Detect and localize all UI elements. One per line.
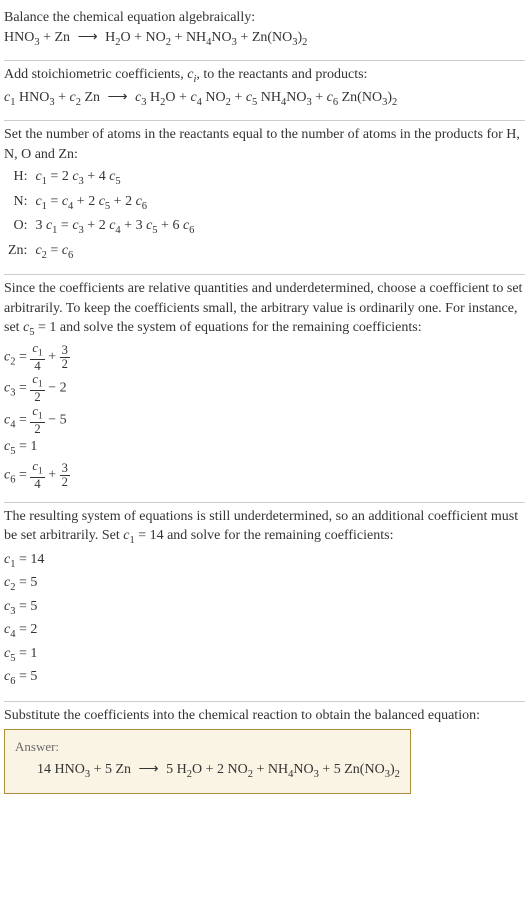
fraction: c12 bbox=[30, 373, 44, 404]
intro-line: Balance the chemical equation algebraica… bbox=[4, 8, 525, 28]
eq-term: NO bbox=[286, 90, 306, 105]
coef-line: c3 = c12 − 2 bbox=[4, 373, 525, 404]
element-eq: c1 = c4 + 2 c5 + 2 c6 bbox=[31, 191, 198, 215]
eq-plus: + bbox=[171, 30, 186, 45]
element-eq: c2 = c6 bbox=[31, 240, 198, 264]
eq-sub: 2 bbox=[302, 36, 307, 47]
table-row: Zn: c2 = c6 bbox=[4, 240, 198, 264]
section-atoms: Set the number of atoms in the reactants… bbox=[4, 121, 525, 274]
fraction: 32 bbox=[60, 462, 70, 488]
eq-term: Zn(NO bbox=[252, 30, 292, 45]
atoms-line: Set the number of atoms in the reactants… bbox=[4, 125, 525, 164]
atom-table: H: c1 = 2 c3 + 4 c5 N: c1 = c4 + 2 c5 + … bbox=[4, 166, 198, 264]
element-label: N: bbox=[4, 191, 31, 215]
eq-term: HNO bbox=[4, 30, 34, 45]
eq-term: NO bbox=[202, 90, 226, 105]
stoich-equation: c1 HNO3 + c2 Zn ⟶ c3 H2O + c4 NO2 + c5 N… bbox=[4, 88, 525, 110]
eq-term: NO bbox=[146, 30, 166, 45]
eq-plus: + bbox=[231, 90, 246, 105]
element-eq: 3 c1 = c3 + 2 c4 + 3 c5 + 6 c6 bbox=[31, 215, 198, 239]
section-intro: Balance the chemical equation algebraica… bbox=[4, 4, 525, 60]
coef-line: c4 = c12 − 5 bbox=[4, 405, 525, 436]
fraction: c14 bbox=[30, 460, 44, 491]
substitute-text: Substitute the coefficients into the che… bbox=[4, 706, 525, 726]
coef-line: c6 = 5 bbox=[4, 667, 525, 689]
eq-term: NH bbox=[257, 90, 281, 105]
eq-term: Zn(NO bbox=[338, 90, 382, 105]
eq-term: Zn bbox=[81, 90, 100, 105]
element-label: Zn: bbox=[4, 240, 31, 264]
eq-term: HNO bbox=[15, 90, 49, 105]
answer-equation: 14 HNO3 + 5 Zn ⟶ 5 H2O + 2 NO2 + NH4NO3 … bbox=[15, 760, 400, 782]
fraction: 32 bbox=[60, 344, 70, 370]
table-row: O: 3 c1 = c3 + 2 c4 + 3 c5 + 6 c6 bbox=[4, 215, 198, 239]
table-row: H: c1 = 2 c3 + 4 c5 bbox=[4, 166, 198, 190]
eq-term: Zn bbox=[55, 30, 71, 45]
coef-line: c5 = 1 bbox=[4, 644, 525, 666]
coef-line: c6 = c14 + 32 bbox=[4, 460, 525, 491]
element-eq: c1 = 2 c3 + 4 c5 bbox=[31, 166, 198, 190]
text: Add stoichiometric coefficients, bbox=[4, 67, 187, 82]
eq-term: H bbox=[147, 90, 161, 105]
eq-term: NO bbox=[211, 30, 231, 45]
eq-plus: + bbox=[55, 90, 70, 105]
eq-plus: + bbox=[176, 90, 191, 105]
answer-label: Answer: bbox=[15, 738, 400, 756]
arrow-icon: ⟶ bbox=[135, 762, 163, 777]
text: , to the reactants and products: bbox=[196, 67, 367, 82]
section-substitute: Substitute the coefficients into the che… bbox=[4, 702, 525, 804]
answer-box: Answer: 14 HNO3 + 5 Zn ⟶ 5 H2O + 2 NO2 +… bbox=[4, 729, 411, 794]
section-solve1: Since the coefficients are relative quan… bbox=[4, 275, 525, 501]
element-label: O: bbox=[4, 215, 31, 239]
element-label: H: bbox=[4, 166, 31, 190]
table-row: N: c1 = c4 + 2 c5 + 2 c6 bbox=[4, 191, 198, 215]
coef-line: c4 = 2 bbox=[4, 620, 525, 642]
eq-term: O bbox=[165, 90, 175, 105]
solve1-text: Since the coefficients are relative quan… bbox=[4, 279, 525, 341]
eq-plus: + bbox=[312, 90, 327, 105]
section-stoich: Add stoichiometric coefficients, ci, to … bbox=[4, 61, 525, 120]
eq-term: O bbox=[121, 30, 131, 45]
eq-sub: 2 bbox=[392, 96, 397, 107]
eq-plus: + bbox=[237, 30, 252, 45]
eq-term: NH bbox=[186, 30, 206, 45]
stoich-line: Add stoichiometric coefficients, ci, to … bbox=[4, 65, 525, 87]
coef-line: c2 = c14 + 32 bbox=[4, 342, 525, 373]
fraction: c14 bbox=[30, 342, 44, 373]
arrow-icon: ⟶ bbox=[104, 90, 132, 105]
solve2-text: The resulting system of equations is sti… bbox=[4, 507, 525, 549]
coef-line: c5 = 1 bbox=[4, 437, 525, 459]
page-root: Balance the chemical equation algebraica… bbox=[0, 0, 529, 808]
coef-line: c3 = 5 bbox=[4, 597, 525, 619]
coef-line: c1 = 14 bbox=[4, 550, 525, 572]
coef-line: c2 = 5 bbox=[4, 573, 525, 595]
eq-term: H bbox=[105, 30, 115, 45]
section-solve2: The resulting system of equations is sti… bbox=[4, 503, 525, 701]
fraction: c12 bbox=[30, 405, 44, 436]
intro-equation: HNO3 + Zn ⟶ H2O + NO2 + NH4NO3 + Zn(NO3)… bbox=[4, 28, 525, 50]
eq-plus: + bbox=[40, 30, 55, 45]
arrow-icon: ⟶ bbox=[74, 30, 102, 45]
eq-plus: + bbox=[131, 30, 146, 45]
